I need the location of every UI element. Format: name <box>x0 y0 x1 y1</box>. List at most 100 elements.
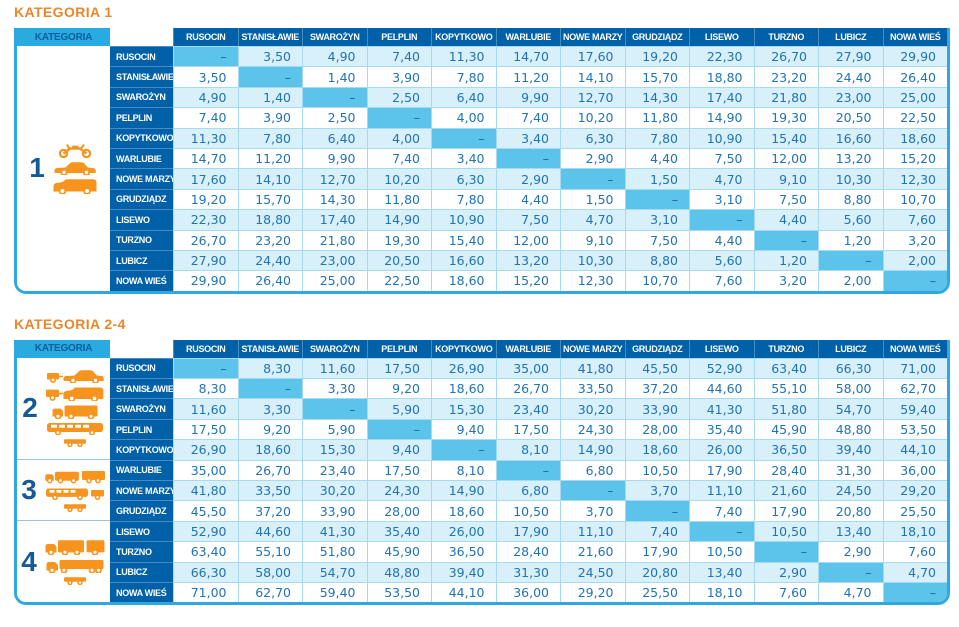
category-section: 2 <box>17 358 110 459</box>
price-cell: 17,40 <box>302 209 367 230</box>
column-header: KOPYTKOWO <box>431 339 496 358</box>
price-cell: 59,40 <box>302 581 367 603</box>
price-cell: 17,60 <box>173 168 238 189</box>
price-cell: 6,30 <box>560 127 625 148</box>
price-cell: 58,00 <box>818 378 883 399</box>
price-cell: 30,20 <box>302 480 367 501</box>
price-cell: 7,60 <box>882 541 947 562</box>
price-cell: 28,40 <box>753 459 818 481</box>
price-cell: 12,70 <box>302 168 367 189</box>
column-header: PELPLIN <box>366 339 431 358</box>
row-label: NOWA WIEŚ <box>110 581 173 603</box>
price-cell: 26,90 <box>431 357 496 379</box>
price-cell: 26,40 <box>882 66 947 87</box>
price-cell: 11,20 <box>237 147 302 169</box>
price-cell: 41,80 <box>173 480 238 501</box>
price-cell: 3,50 <box>173 66 238 87</box>
price-cell: 33,90 <box>624 398 689 419</box>
price-cell: – <box>560 480 625 501</box>
category-section: 4 <box>17 520 110 602</box>
van-trailer-icon <box>45 386 105 403</box>
price-cell: 1,50 <box>560 188 625 210</box>
category-number: 4 <box>21 545 37 577</box>
page: KATEGORIA 1 KATEGORIA RUSOCIN STANISŁAWIE… <box>14 4 950 606</box>
price-cell: 3,20 <box>882 229 947 250</box>
price-cell: 36,00 <box>882 459 947 481</box>
category-icons <box>44 469 106 512</box>
row-label: WARLUBIE <box>110 147 173 169</box>
price-cell: 24,30 <box>366 480 431 501</box>
price-cell: 10,70 <box>882 188 947 210</box>
price-cell: 14,10 <box>237 168 302 189</box>
price-cell: 12,00 <box>753 147 818 169</box>
price-cell: 4,40 <box>689 229 754 250</box>
price-cell: 13,20 <box>818 147 883 169</box>
price-cell: 15,30 <box>431 398 496 419</box>
price-cell: 18,80 <box>237 209 302 230</box>
price-cell: 27,90 <box>818 46 883 67</box>
category-icons <box>52 143 98 195</box>
price-cell: 41,30 <box>302 520 367 542</box>
price-cell: 25,00 <box>882 86 947 108</box>
price-cell: 35,40 <box>366 520 431 542</box>
price-cell: 44,60 <box>237 520 302 542</box>
price-cell: 23,40 <box>302 459 367 481</box>
price-cell: 17,50 <box>495 418 560 440</box>
price-cell: 5,90 <box>366 398 431 419</box>
price-cell: – <box>431 127 496 148</box>
price-cell: – <box>624 500 689 521</box>
price-cell: 54,70 <box>818 398 883 419</box>
price-cell: 10,50 <box>624 459 689 481</box>
price-cell: 26,70 <box>173 229 238 250</box>
price-cell: 12,30 <box>560 270 625 291</box>
price-cell: 66,30 <box>818 357 883 379</box>
column-header: RUSOCIN <box>173 28 238 46</box>
price-cell: 31,30 <box>495 561 560 582</box>
price-cell: 7,80 <box>624 127 689 148</box>
column-header: STANISŁAWIE <box>237 339 302 358</box>
trailer-icon <box>63 438 87 448</box>
price-cell: 17,40 <box>689 86 754 108</box>
price-cell: 13,20 <box>495 249 560 271</box>
price-cell: 3,90 <box>366 66 431 87</box>
price-cell: – <box>624 188 689 210</box>
category-panel: 1 <box>17 46 110 291</box>
price-cell: 22,50 <box>882 107 947 128</box>
price-cell: 2,00 <box>818 270 883 291</box>
price-cell: 15,70 <box>237 188 302 210</box>
price-cell: 14,70 <box>495 46 560 67</box>
price-cell: – <box>366 418 431 440</box>
price-cell: – <box>495 147 560 169</box>
trailer-icon <box>63 576 87 586</box>
row-label: TURZNO <box>110 541 173 562</box>
corner-spacer <box>110 339 173 358</box>
price-cell: 48,80 <box>818 418 883 440</box>
row-label: WARLUBIE <box>110 459 173 481</box>
price-cell: 21,80 <box>302 229 367 250</box>
row-label: LUBICZ <box>110 249 173 271</box>
price-cell: 10,70 <box>624 270 689 291</box>
price-cell: – <box>560 168 625 189</box>
price-cell: 15,70 <box>624 66 689 87</box>
price-cell: 6,40 <box>431 86 496 108</box>
price-cell: – <box>302 86 367 108</box>
price-cell: 8,30 <box>237 357 302 379</box>
price-cell: 5,60 <box>689 249 754 271</box>
column-header: TURZNO <box>753 28 818 46</box>
price-cell: 2,90 <box>560 147 625 169</box>
price-cell: 23,00 <box>818 86 883 108</box>
price-cell: 6,80 <box>495 480 560 501</box>
price-cell: 37,20 <box>624 378 689 399</box>
price-cell: 5,90 <box>302 418 367 440</box>
price-cell: – <box>882 270 947 291</box>
row-label: GRUDZIĄDZ <box>110 188 173 210</box>
kategoria-1-table: KATEGORIA RUSOCIN STANISŁAWIE SWAROŻYN PELP… <box>14 28 950 294</box>
price-cell: 2,50 <box>366 86 431 108</box>
price-cell: – <box>237 378 302 399</box>
row-label: NOWE MARZY <box>110 168 173 189</box>
price-cell: 14,90 <box>560 439 625 460</box>
price-cell: 17,50 <box>173 418 238 440</box>
price-cell: 19,20 <box>173 188 238 210</box>
price-cell: 25,00 <box>302 270 367 291</box>
price-cell: 23,20 <box>237 229 302 250</box>
